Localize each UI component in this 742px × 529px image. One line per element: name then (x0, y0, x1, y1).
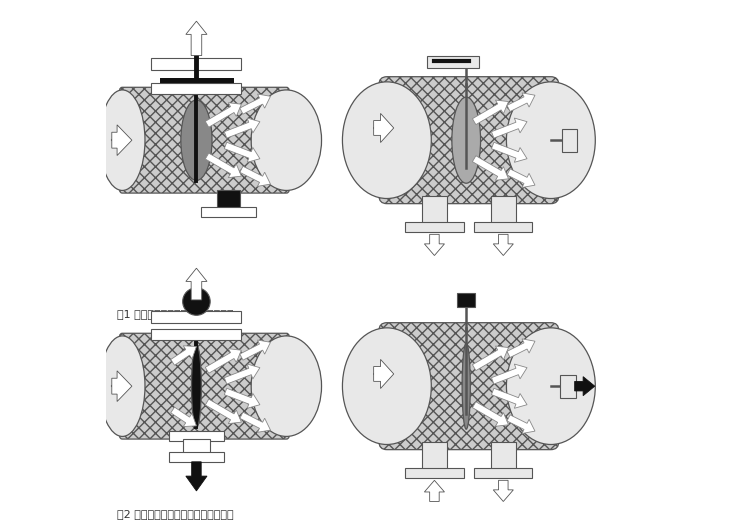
FancyArrow shape (473, 346, 508, 371)
FancyArrow shape (507, 415, 535, 433)
FancyArrow shape (224, 118, 260, 138)
FancyArrow shape (206, 153, 241, 178)
FancyArrow shape (206, 399, 241, 424)
FancyArrow shape (473, 402, 508, 426)
FancyArrow shape (224, 364, 260, 384)
FancyArrow shape (112, 371, 132, 402)
Ellipse shape (343, 328, 431, 444)
Bar (169, 431, 224, 441)
FancyArrow shape (491, 388, 527, 408)
FancyArrow shape (374, 113, 394, 142)
FancyBboxPatch shape (119, 333, 289, 439)
Bar (421, 196, 447, 225)
Ellipse shape (507, 82, 595, 198)
Bar (169, 452, 224, 462)
Bar (474, 468, 533, 478)
FancyArrow shape (374, 359, 394, 388)
Ellipse shape (252, 90, 321, 190)
Bar (421, 442, 447, 471)
FancyArrow shape (240, 94, 271, 114)
Ellipse shape (181, 100, 212, 180)
Bar (560, 375, 577, 398)
FancyArrow shape (473, 156, 508, 180)
FancyArrow shape (186, 21, 207, 56)
Bar (457, 293, 475, 307)
FancyArrow shape (206, 103, 241, 127)
Bar (151, 311, 241, 323)
Bar (474, 222, 533, 232)
Ellipse shape (462, 343, 470, 429)
Bar (405, 222, 464, 232)
Ellipse shape (252, 336, 321, 436)
FancyArrow shape (491, 364, 527, 384)
Ellipse shape (343, 82, 431, 198)
FancyArrow shape (240, 166, 271, 186)
Bar (427, 56, 479, 68)
Bar (405, 468, 464, 478)
Ellipse shape (191, 345, 201, 427)
FancyArrow shape (493, 234, 513, 256)
Bar (200, 207, 256, 217)
Bar (151, 329, 241, 340)
Ellipse shape (452, 97, 481, 183)
Bar (217, 190, 240, 211)
FancyArrow shape (507, 169, 535, 187)
FancyArrow shape (574, 377, 595, 396)
FancyArrow shape (240, 340, 271, 360)
FancyBboxPatch shape (379, 323, 559, 450)
FancyArrow shape (206, 349, 241, 373)
Bar (183, 439, 210, 455)
FancyArrow shape (171, 407, 197, 426)
FancyArrow shape (186, 462, 207, 491)
FancyArrow shape (507, 93, 535, 112)
FancyArrow shape (473, 100, 508, 125)
Bar (562, 129, 577, 152)
FancyArrow shape (507, 339, 535, 358)
FancyBboxPatch shape (119, 87, 289, 193)
FancyArrow shape (112, 125, 132, 156)
FancyArrow shape (224, 388, 260, 408)
FancyBboxPatch shape (379, 77, 559, 204)
FancyArrow shape (491, 118, 527, 138)
FancyArrow shape (493, 480, 513, 501)
Circle shape (183, 288, 210, 315)
Bar (151, 83, 241, 94)
Text: 图1 正常过滤状态（水流导向阀开启）: 图1 正常过滤状态（水流导向阀开启） (117, 309, 234, 320)
Bar (490, 442, 516, 471)
FancyArrow shape (224, 142, 260, 162)
FancyArrow shape (424, 234, 444, 256)
Ellipse shape (99, 90, 145, 190)
Bar (490, 196, 516, 225)
FancyArrow shape (186, 268, 207, 300)
Ellipse shape (507, 328, 595, 444)
FancyArrow shape (171, 346, 197, 365)
FancyArrow shape (491, 142, 527, 162)
FancyArrow shape (424, 480, 444, 501)
Bar (151, 58, 241, 70)
FancyArrow shape (240, 412, 271, 432)
Ellipse shape (99, 336, 145, 436)
Text: 图2 反洗排污状态（水流导向阀关闭）: 图2 反洗排污状态（水流导向阀关闭） (117, 509, 234, 519)
